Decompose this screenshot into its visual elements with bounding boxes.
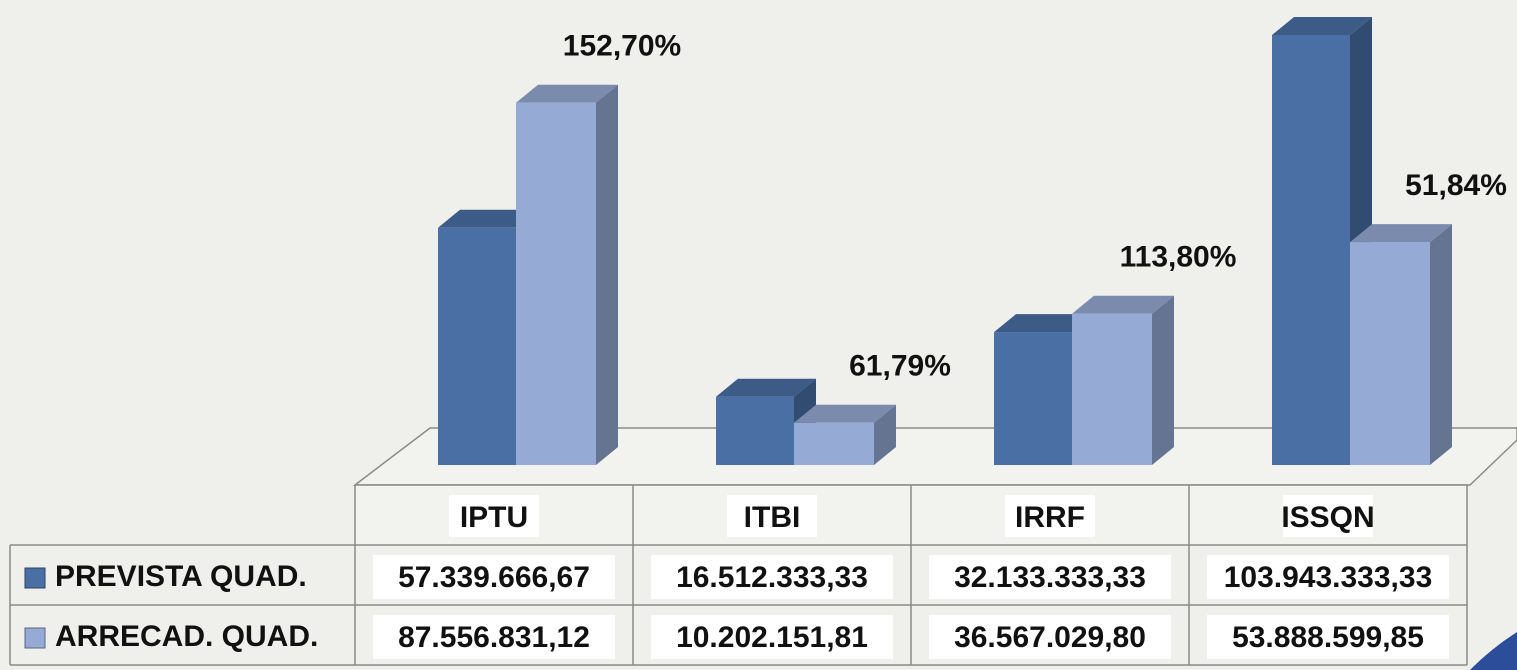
cell-bg [651, 555, 893, 599]
data-label: 10.202.151,81 [676, 621, 868, 654]
bar [794, 404, 896, 465]
bar-top [438, 209, 538, 228]
bar-top [716, 378, 816, 397]
annotation: 51,84% [1405, 169, 1507, 202]
x-tick-label: ITBI [744, 501, 801, 534]
cell-bg [1207, 615, 1449, 659]
annotation: 152,70% [563, 30, 681, 63]
bar-front [1072, 313, 1152, 465]
data-label: 57.339.666,67 [398, 561, 590, 594]
data-label: 36.567.029,80 [954, 621, 1146, 654]
bar-top [794, 404, 896, 423]
bar-front [794, 422, 874, 465]
cell-bg [651, 615, 893, 659]
legend-label: ARRECAD. QUAD. [55, 620, 318, 653]
x-tick-label: IPTU [460, 501, 528, 534]
data-label: 53.888.599,85 [1232, 621, 1424, 654]
x-tick-label: IRRF [1015, 501, 1085, 534]
bar-side [1430, 224, 1452, 465]
bar-side [596, 84, 618, 465]
bar-front [438, 227, 516, 465]
bar [516, 84, 618, 465]
header-label-bg [1005, 495, 1095, 537]
header-label-bg [1283, 495, 1373, 537]
annotation: 113,80% [1120, 241, 1237, 274]
header-label-bg [727, 495, 817, 537]
bar-front [716, 396, 794, 465]
header-label-bg [449, 495, 539, 537]
annotation: 61,79% [849, 350, 951, 383]
data-table: IPTU ITBI IRRF ISSQN PREVISTA QUAD. 57.339.66… [9, 484, 1468, 666]
data-label: 16.512.333,33 [676, 561, 868, 594]
cell-bg [373, 555, 615, 599]
bar-front [516, 102, 596, 465]
cell-bg [373, 615, 615, 659]
bar-front [994, 332, 1072, 465]
bar-front [1350, 242, 1430, 465]
bar-top [1272, 17, 1372, 35]
plot: 152,70% 61,79% 113,80% 51,84% [438, 17, 1507, 465]
legend-label: PREVISTA QUAD. [55, 560, 307, 593]
bar-top [1350, 224, 1452, 243]
legend-swatch [24, 567, 46, 589]
data-label: 87.556.831,12 [398, 621, 590, 654]
bar [1350, 224, 1452, 465]
decoration [1470, 632, 1517, 670]
bar-front [1272, 35, 1350, 465]
bar-side [874, 404, 896, 465]
bar [1072, 295, 1174, 465]
cell-bg [929, 615, 1171, 659]
cell-bg [1207, 555, 1449, 599]
legend-swatch [24, 627, 46, 649]
x-tick-label: ISSQN [1281, 501, 1374, 534]
bar [716, 378, 816, 465]
bar-side [1152, 295, 1174, 465]
data-label: 103.943.333,33 [1224, 561, 1433, 594]
bar-top [1072, 295, 1174, 314]
table-lines [9, 484, 1468, 666]
bar-top [994, 314, 1094, 333]
bar-top [516, 84, 618, 103]
data-label: 32.133.333,33 [954, 561, 1146, 594]
cell-bg [929, 555, 1171, 599]
